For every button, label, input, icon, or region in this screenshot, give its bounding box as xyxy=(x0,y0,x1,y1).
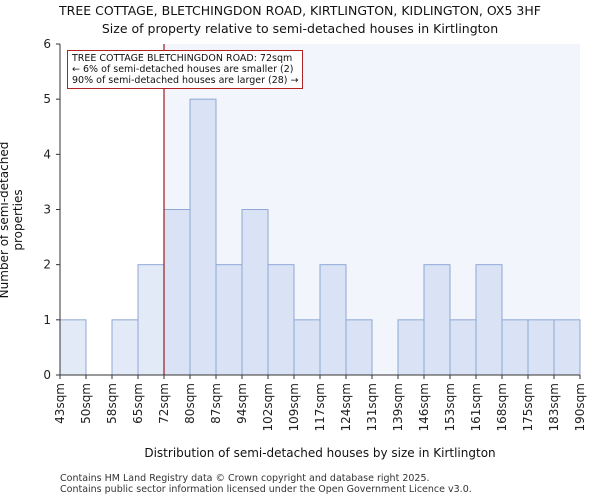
x-tick-label: 102sqm xyxy=(261,383,275,431)
y-tick-label: 2 xyxy=(43,258,51,272)
x-tick-label: 131sqm xyxy=(365,383,379,431)
x-tick-label: 190sqm xyxy=(573,383,587,431)
bar xyxy=(137,264,165,376)
x-tick-label: 80sqm xyxy=(183,383,197,424)
bar xyxy=(267,264,295,376)
bar xyxy=(319,264,347,376)
y-tick-label: 4 xyxy=(43,147,51,161)
annotation-line-2: ← 6% of semi-detached houses are smaller… xyxy=(72,64,294,75)
bar xyxy=(345,319,373,376)
bar xyxy=(163,209,191,376)
annotation-line-3: 90% of semi-detached houses are larger (… xyxy=(72,75,299,86)
y-tick-label: 6 xyxy=(43,37,51,51)
x-tick-label: 124sqm xyxy=(339,383,353,431)
x-tick-label: 139sqm xyxy=(391,383,405,431)
bar xyxy=(215,264,243,376)
x-tick-label: 109sqm xyxy=(287,383,301,431)
footer-licence: Contains public sector information licen… xyxy=(60,484,472,495)
chart-title: TREE COTTAGE, BLETCHINGDON ROAD, KIRTLIN… xyxy=(59,3,541,18)
bar xyxy=(59,319,87,376)
bar xyxy=(241,209,269,376)
footer-copyright: Contains HM Land Registry data © Crown c… xyxy=(60,473,430,484)
x-tick-label: 65sqm xyxy=(131,383,145,424)
bar xyxy=(111,319,139,376)
x-tick-label: 161sqm xyxy=(469,383,483,431)
bar xyxy=(527,319,555,376)
y-tick-label: 1 xyxy=(43,313,51,327)
chart-subtitle: Size of property relative to semi-detach… xyxy=(101,21,499,36)
bar xyxy=(397,319,425,376)
bar xyxy=(449,319,477,376)
x-axis-label: Distribution of semi-detached houses by … xyxy=(144,446,496,460)
x-tick-label: 183sqm xyxy=(547,383,561,431)
x-tick-label: 168sqm xyxy=(495,383,509,431)
x-tick-label: 87sqm xyxy=(209,383,223,424)
x-tick-label: 175sqm xyxy=(521,383,535,431)
x-tick-label: 153sqm xyxy=(443,383,457,431)
bar xyxy=(423,264,451,376)
x-tick-label: 50sqm xyxy=(79,383,93,424)
property-annotation: TREE COTTAGE BLETCHINGDON ROAD: 72sqm ← … xyxy=(67,50,304,89)
y-tick-label: 0 xyxy=(43,368,51,382)
y-tick-label: 5 xyxy=(43,92,51,106)
x-tick-label: 72sqm xyxy=(157,383,171,424)
y-tick-label: 3 xyxy=(43,203,51,217)
bar xyxy=(475,264,503,376)
bar xyxy=(553,319,581,376)
x-tick-label: 43sqm xyxy=(53,383,67,424)
bar xyxy=(501,319,529,376)
x-tick-label: 146sqm xyxy=(417,383,431,431)
bar xyxy=(189,98,217,376)
x-tick-label: 94sqm xyxy=(235,383,249,424)
x-tick-label: 117sqm xyxy=(313,383,327,431)
annotation-line-1: TREE COTTAGE BLETCHINGDON ROAD: 72sqm xyxy=(72,53,293,64)
y-axis-label: Number of semi-detached properties xyxy=(0,141,25,299)
x-tick-label: 58sqm xyxy=(105,383,119,424)
bar xyxy=(293,319,321,376)
